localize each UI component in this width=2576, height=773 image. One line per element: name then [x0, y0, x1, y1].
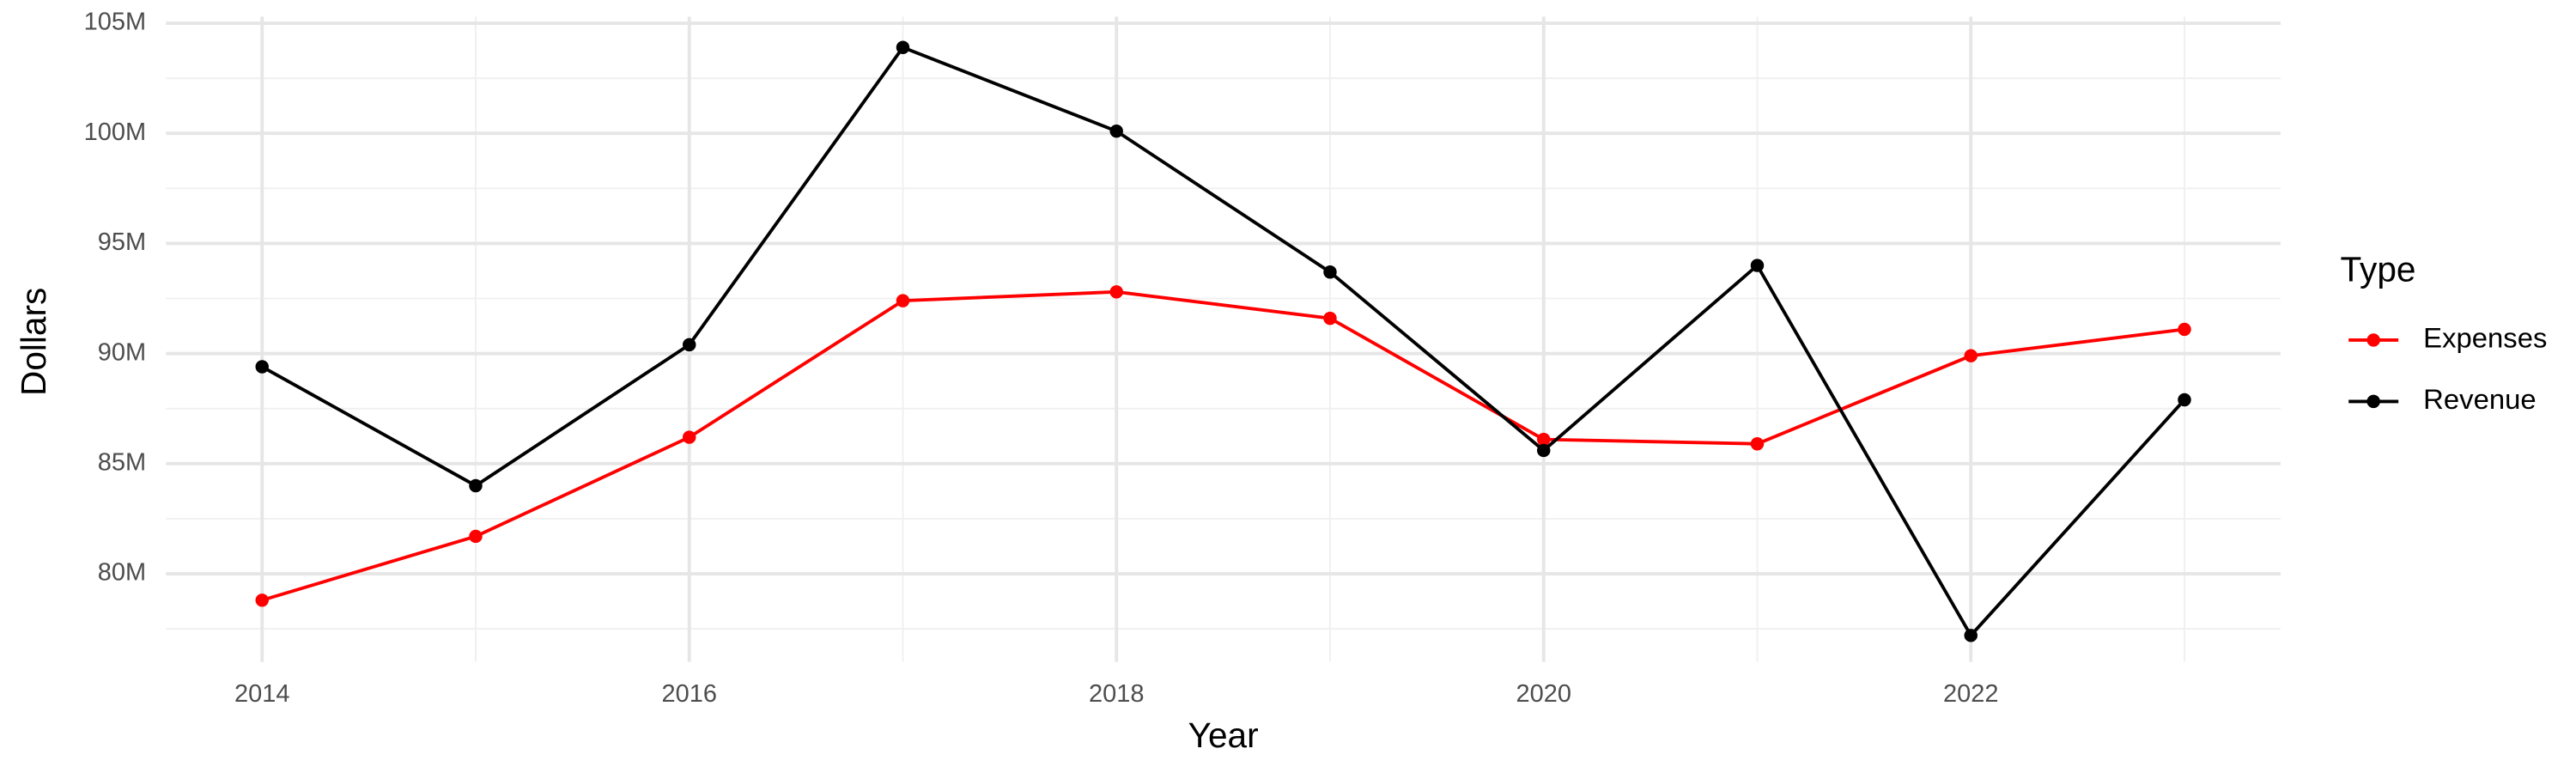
x-tick-label: 2020 — [1516, 680, 1571, 708]
data-point — [1109, 124, 1123, 138]
data-point — [469, 529, 483, 544]
legend-key-point — [2366, 333, 2380, 347]
y-tick-label: 100M — [84, 119, 146, 146]
data-point — [1323, 265, 1337, 279]
data-point — [1323, 311, 1337, 326]
y-tick-label: 95M — [98, 228, 146, 256]
data-point — [683, 338, 696, 352]
data-point — [1537, 443, 1551, 458]
legend-title: Type — [2341, 249, 2416, 289]
data-point — [896, 40, 910, 54]
x-tick-label: 2014 — [234, 680, 289, 708]
legend-key-point — [2366, 394, 2380, 409]
data-point — [255, 593, 269, 607]
y-tick-label: 85M — [98, 449, 146, 477]
y-tick-label: 90M — [98, 338, 146, 366]
y-tick-label: 105M — [84, 9, 146, 36]
legend-label: Expenses — [2423, 322, 2547, 354]
data-point — [1750, 259, 1765, 272]
data-point — [1109, 285, 1123, 299]
data-point — [1964, 629, 1978, 642]
x-tick-label: 2018 — [1089, 680, 1144, 708]
y-tick-label: 80M — [98, 559, 146, 587]
data-point — [1964, 349, 1978, 362]
x-tick-label: 2022 — [1943, 680, 1998, 708]
data-point — [1750, 437, 1765, 451]
data-point — [469, 478, 483, 493]
data-point — [896, 294, 910, 307]
data-point — [1537, 432, 1551, 447]
y-axis-title: Dollars — [14, 288, 53, 396]
x-axis-title: Year — [1188, 715, 1259, 755]
grid — [166, 16, 2281, 662]
data-point — [2178, 322, 2191, 337]
data-point — [2178, 393, 2191, 407]
data-point — [683, 430, 696, 444]
x-tick-label: 2016 — [661, 680, 716, 708]
series-line — [261, 289, 2185, 602]
data-point — [255, 360, 269, 374]
series-line — [261, 45, 2186, 639]
legend-label: Revenue — [2423, 383, 2536, 415]
